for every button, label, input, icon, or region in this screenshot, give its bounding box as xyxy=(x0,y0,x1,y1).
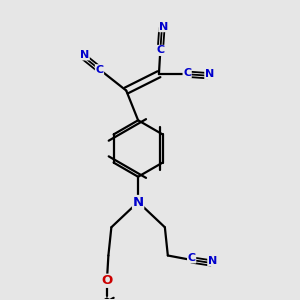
Text: N: N xyxy=(159,22,168,32)
Text: C: C xyxy=(95,65,104,75)
Text: N: N xyxy=(133,196,144,208)
Text: O: O xyxy=(101,274,112,287)
Text: C: C xyxy=(183,68,191,78)
Text: N: N xyxy=(80,50,89,60)
Text: N: N xyxy=(205,69,214,79)
Text: C: C xyxy=(156,45,164,56)
Text: C: C xyxy=(188,253,196,263)
Text: N: N xyxy=(208,256,217,266)
